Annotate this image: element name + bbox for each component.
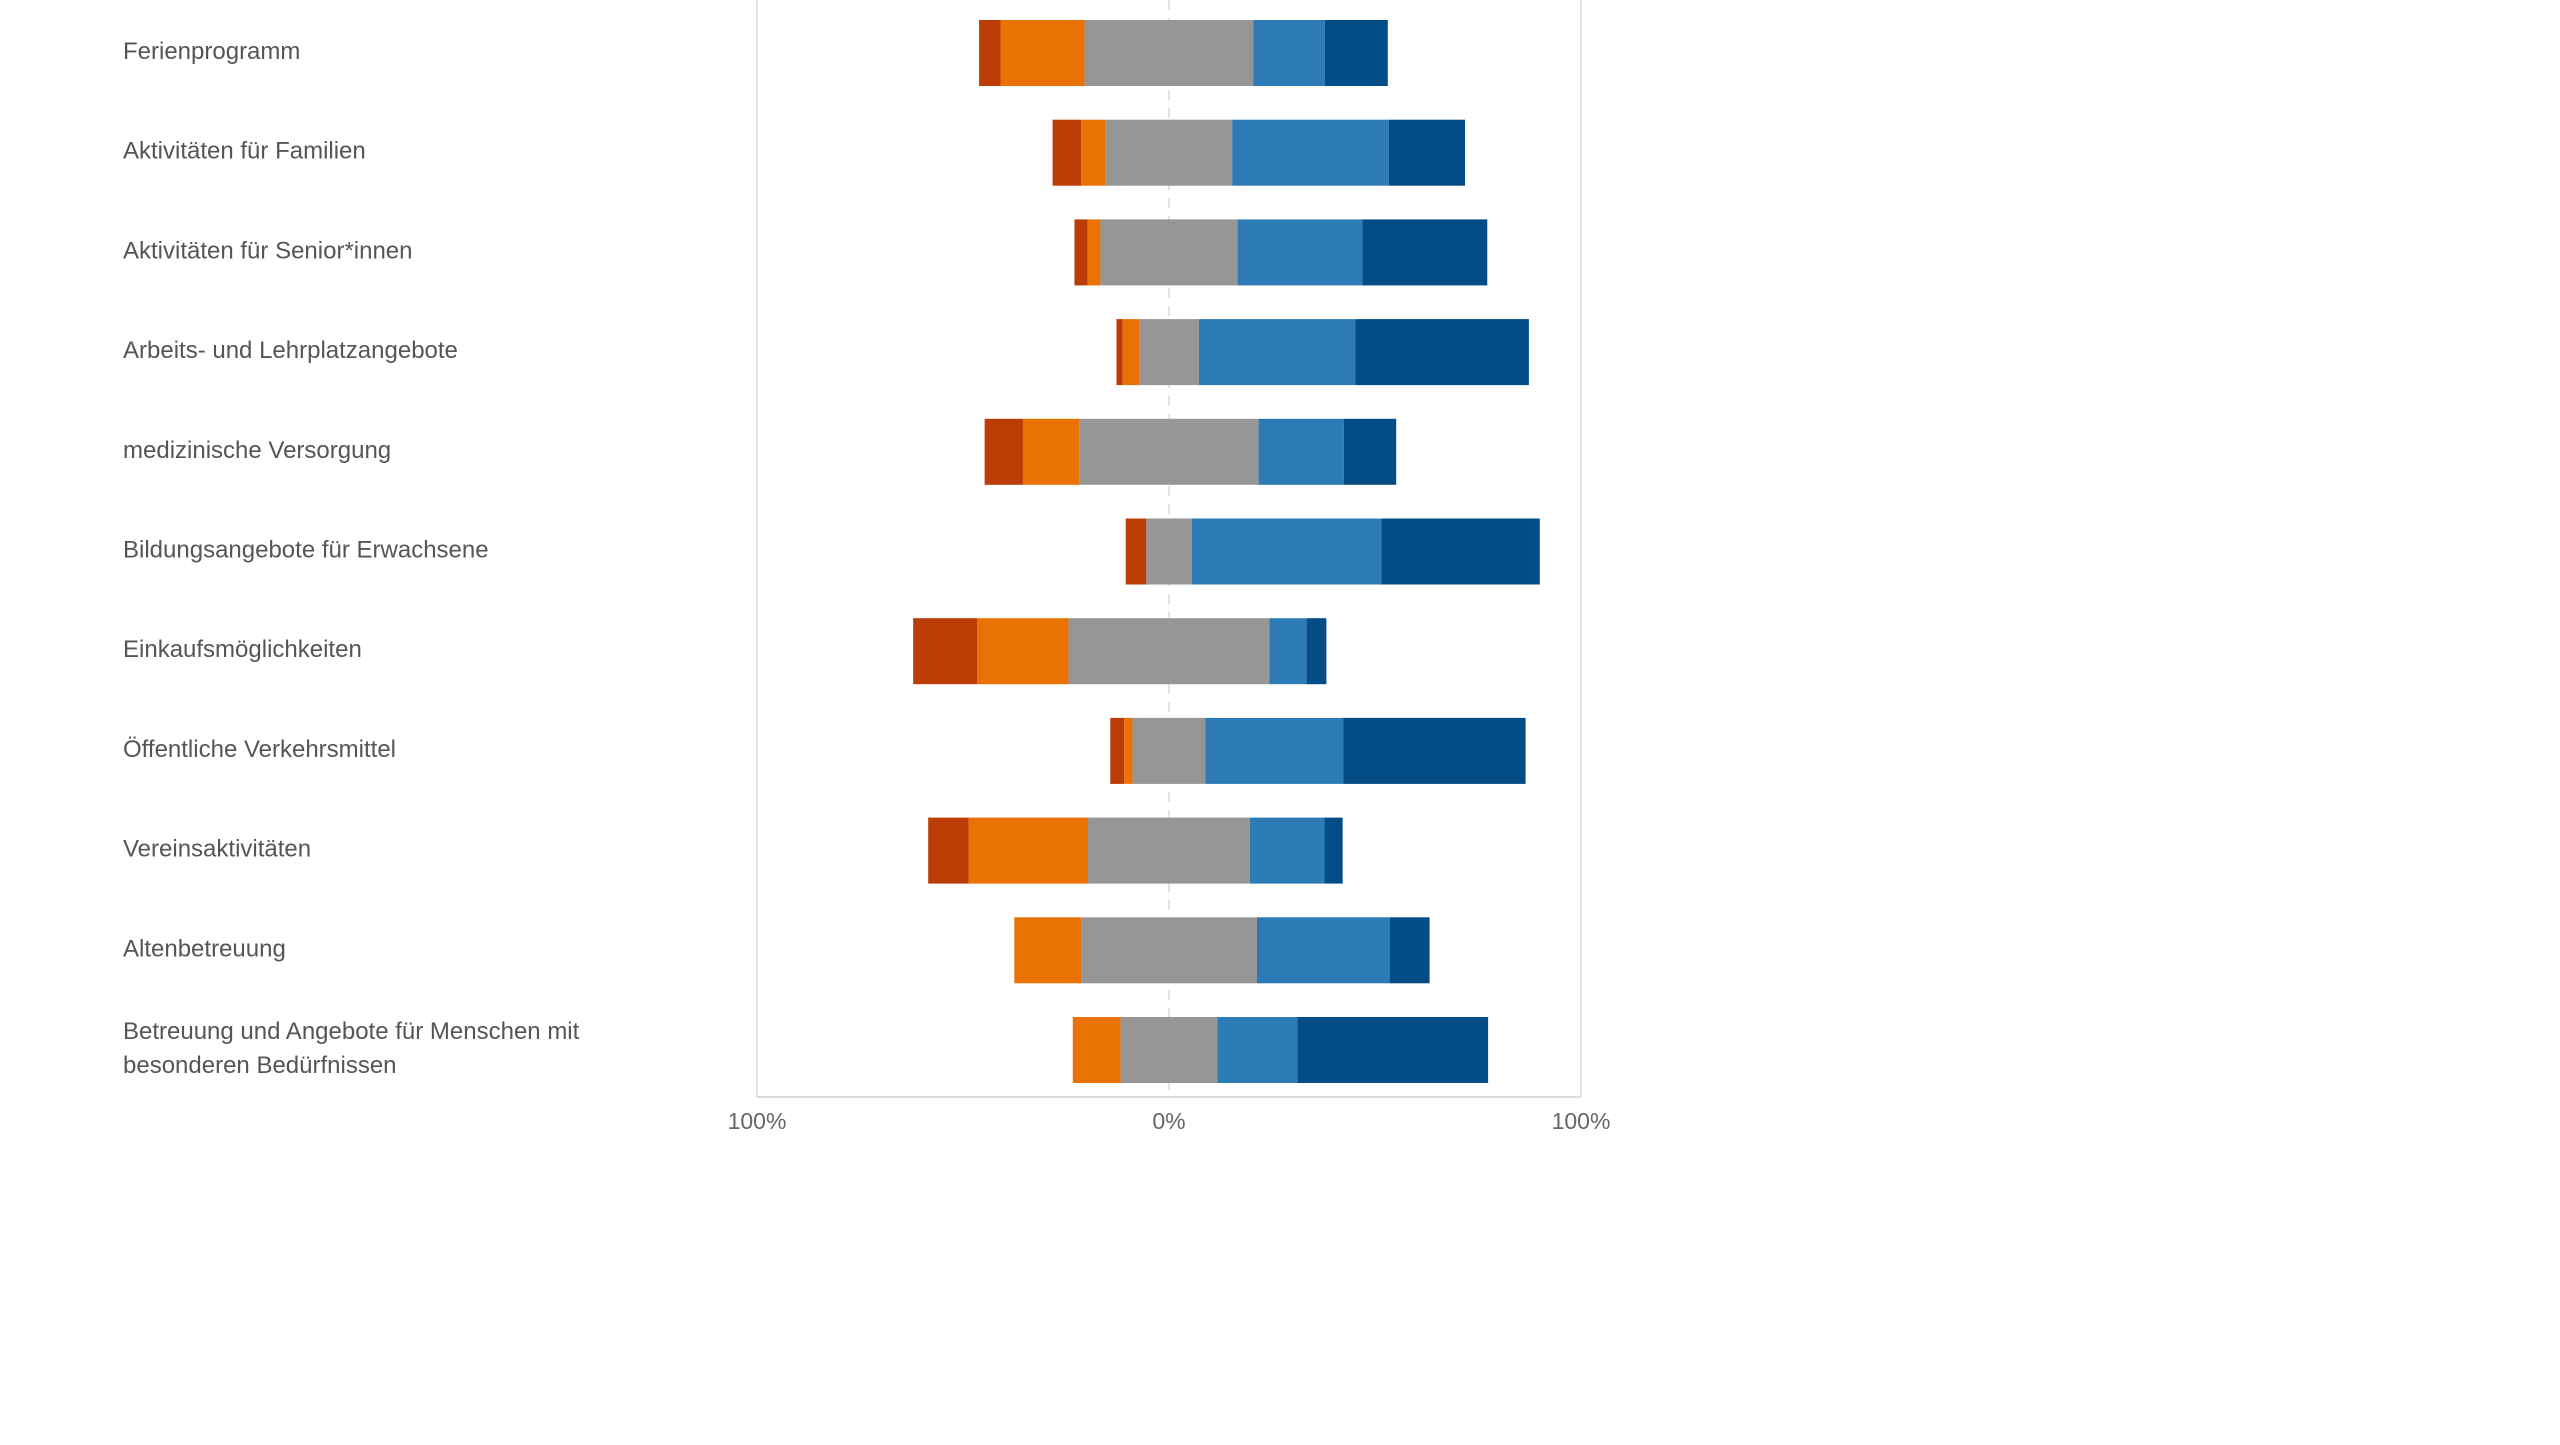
category-label-line: Öffentliche Verkehrsmittel [123, 736, 396, 763]
bar-segment-3 [1120, 1017, 1218, 1083]
bar-segment-4 [1198, 319, 1356, 386]
bar-row [1072, 1017, 1489, 1083]
bar-segment-5 [1324, 20, 1388, 86]
bar-segment-2 [977, 618, 1069, 685]
category-label: Altenbetreuung [123, 936, 286, 963]
category-label-line: Bildungsangebote für Erwachsene [123, 537, 489, 564]
category-label-line: Aktivitäten für Senior*innen [123, 238, 413, 265]
bar-segment-4 [1269, 618, 1307, 685]
bar-segment-2 [1014, 917, 1082, 984]
bar-row [1110, 717, 1526, 784]
category-label: Aktivitäten für Senior*innen [123, 238, 413, 265]
bar-segment-3 [1146, 518, 1192, 585]
category-label: Einkaufsmöglichkeiten [123, 637, 362, 664]
category-label: Aktivitäten für Familien [123, 138, 366, 165]
bar-segment-5 [1355, 319, 1529, 386]
bar-row [1052, 119, 1466, 186]
bar-row [1014, 917, 1430, 984]
category-label-line: Vereinsaktivitäten [123, 836, 311, 863]
bar-segment-2 [1072, 1017, 1121, 1083]
bar-segment-3 [1105, 119, 1233, 186]
bar-layer [913, 20, 1540, 1083]
bar-segment-3 [1068, 618, 1270, 685]
bar-segment-5 [1306, 618, 1327, 685]
bar-segment-3 [1132, 717, 1206, 784]
bar-segment-4 [1205, 717, 1344, 784]
bar-segment-3 [1139, 319, 1199, 386]
bar-segment-1 [1074, 219, 1088, 286]
bar-segment-3 [1081, 917, 1257, 984]
bar-segment-2 [1022, 418, 1080, 485]
bar-row [1116, 319, 1529, 386]
bar-segment-2 [968, 817, 1089, 884]
category-label-line: medizinische Versorgung [123, 437, 391, 464]
bar-segment-1 [913, 618, 978, 685]
bar-segment-3 [1088, 817, 1250, 884]
bar-row [984, 418, 1397, 485]
bar-row [928, 817, 1343, 884]
bar-segment-3 [1084, 20, 1254, 86]
bar-segment-1 [1110, 717, 1125, 784]
category-label-line: Ferienprogramm [123, 38, 300, 65]
category-label: Ferienprogramm [123, 38, 300, 65]
category-label-line: Einkaufsmöglichkeiten [123, 637, 362, 664]
category-label: Arbeits- und Lehrplatzangebote [123, 337, 458, 364]
bar-segment-5 [1343, 418, 1397, 485]
x-tick-label: 0% [1152, 1108, 1185, 1134]
bar-segment-3 [1079, 418, 1259, 485]
bar-row [1074, 219, 1488, 286]
category-label: Betreuung und Angebote für Menschen mit b… [123, 1018, 580, 1079]
bar-segment-5 [1388, 119, 1466, 186]
bar-segment-1 [1116, 319, 1123, 386]
bar-segment-2 [1124, 717, 1133, 784]
bar-row [1125, 518, 1540, 585]
bar-segment-4 [1253, 20, 1325, 86]
category-label-line: Arbeits- und Lehrplatzangebote [123, 337, 458, 364]
category-label-line: Aktivitäten für Familien [123, 138, 366, 165]
bar-segment-1 [928, 817, 969, 884]
bar-segment-3 [1100, 219, 1238, 286]
bar-segment-5 [1343, 717, 1526, 784]
bar-segment-2 [1000, 20, 1085, 86]
bar-segment-4 [1191, 518, 1382, 585]
category-label-line: Altenbetreuung [123, 936, 286, 963]
bar-segment-4 [1258, 418, 1344, 485]
bar-segment-2 [1087, 219, 1101, 286]
bar-segment-5 [1381, 518, 1540, 585]
bar-row [979, 20, 1388, 86]
category-label: medizinische Versorgung [123, 437, 391, 464]
bar-segment-2 [1122, 319, 1140, 386]
category-label: Vereinsaktivitäten [123, 836, 311, 863]
category-label: Bildungsangebote für Erwachsene [123, 537, 489, 564]
bar-segment-1 [979, 20, 1001, 86]
bar-segment-1 [1125, 518, 1147, 585]
bar-segment-5 [1297, 1017, 1489, 1083]
category-label-line: besonderen Bedürfnissen [123, 1052, 397, 1079]
category-label-line: Betreuung und Angebote für Menschen mit [123, 1018, 580, 1045]
category-label: Öffentliche Verkehrsmittel [123, 736, 396, 763]
bar-segment-4 [1237, 219, 1363, 286]
bar-segment-4 [1232, 119, 1389, 186]
x-axis-tick-layer: 100% 0% 100% [728, 1108, 1611, 1134]
bar-segment-1 [1052, 119, 1082, 186]
bar-segment-4 [1256, 917, 1390, 984]
bar-segment-1 [984, 418, 1023, 485]
x-tick-label: 100% [1552, 1108, 1611, 1134]
bar-segment-4 [1249, 817, 1325, 884]
bar-segment-5 [1324, 817, 1343, 884]
bar-segment-5 [1362, 219, 1488, 286]
category-label-layer: Ferienprogramm Aktivitäten für Familien Ak… [123, 38, 580, 1079]
bar-segment-2 [1081, 119, 1106, 186]
bar-segment-5 [1389, 917, 1430, 984]
x-tick-label: 100% [728, 1108, 787, 1134]
bar-segment-4 [1217, 1017, 1298, 1083]
bar-row [913, 618, 1327, 685]
